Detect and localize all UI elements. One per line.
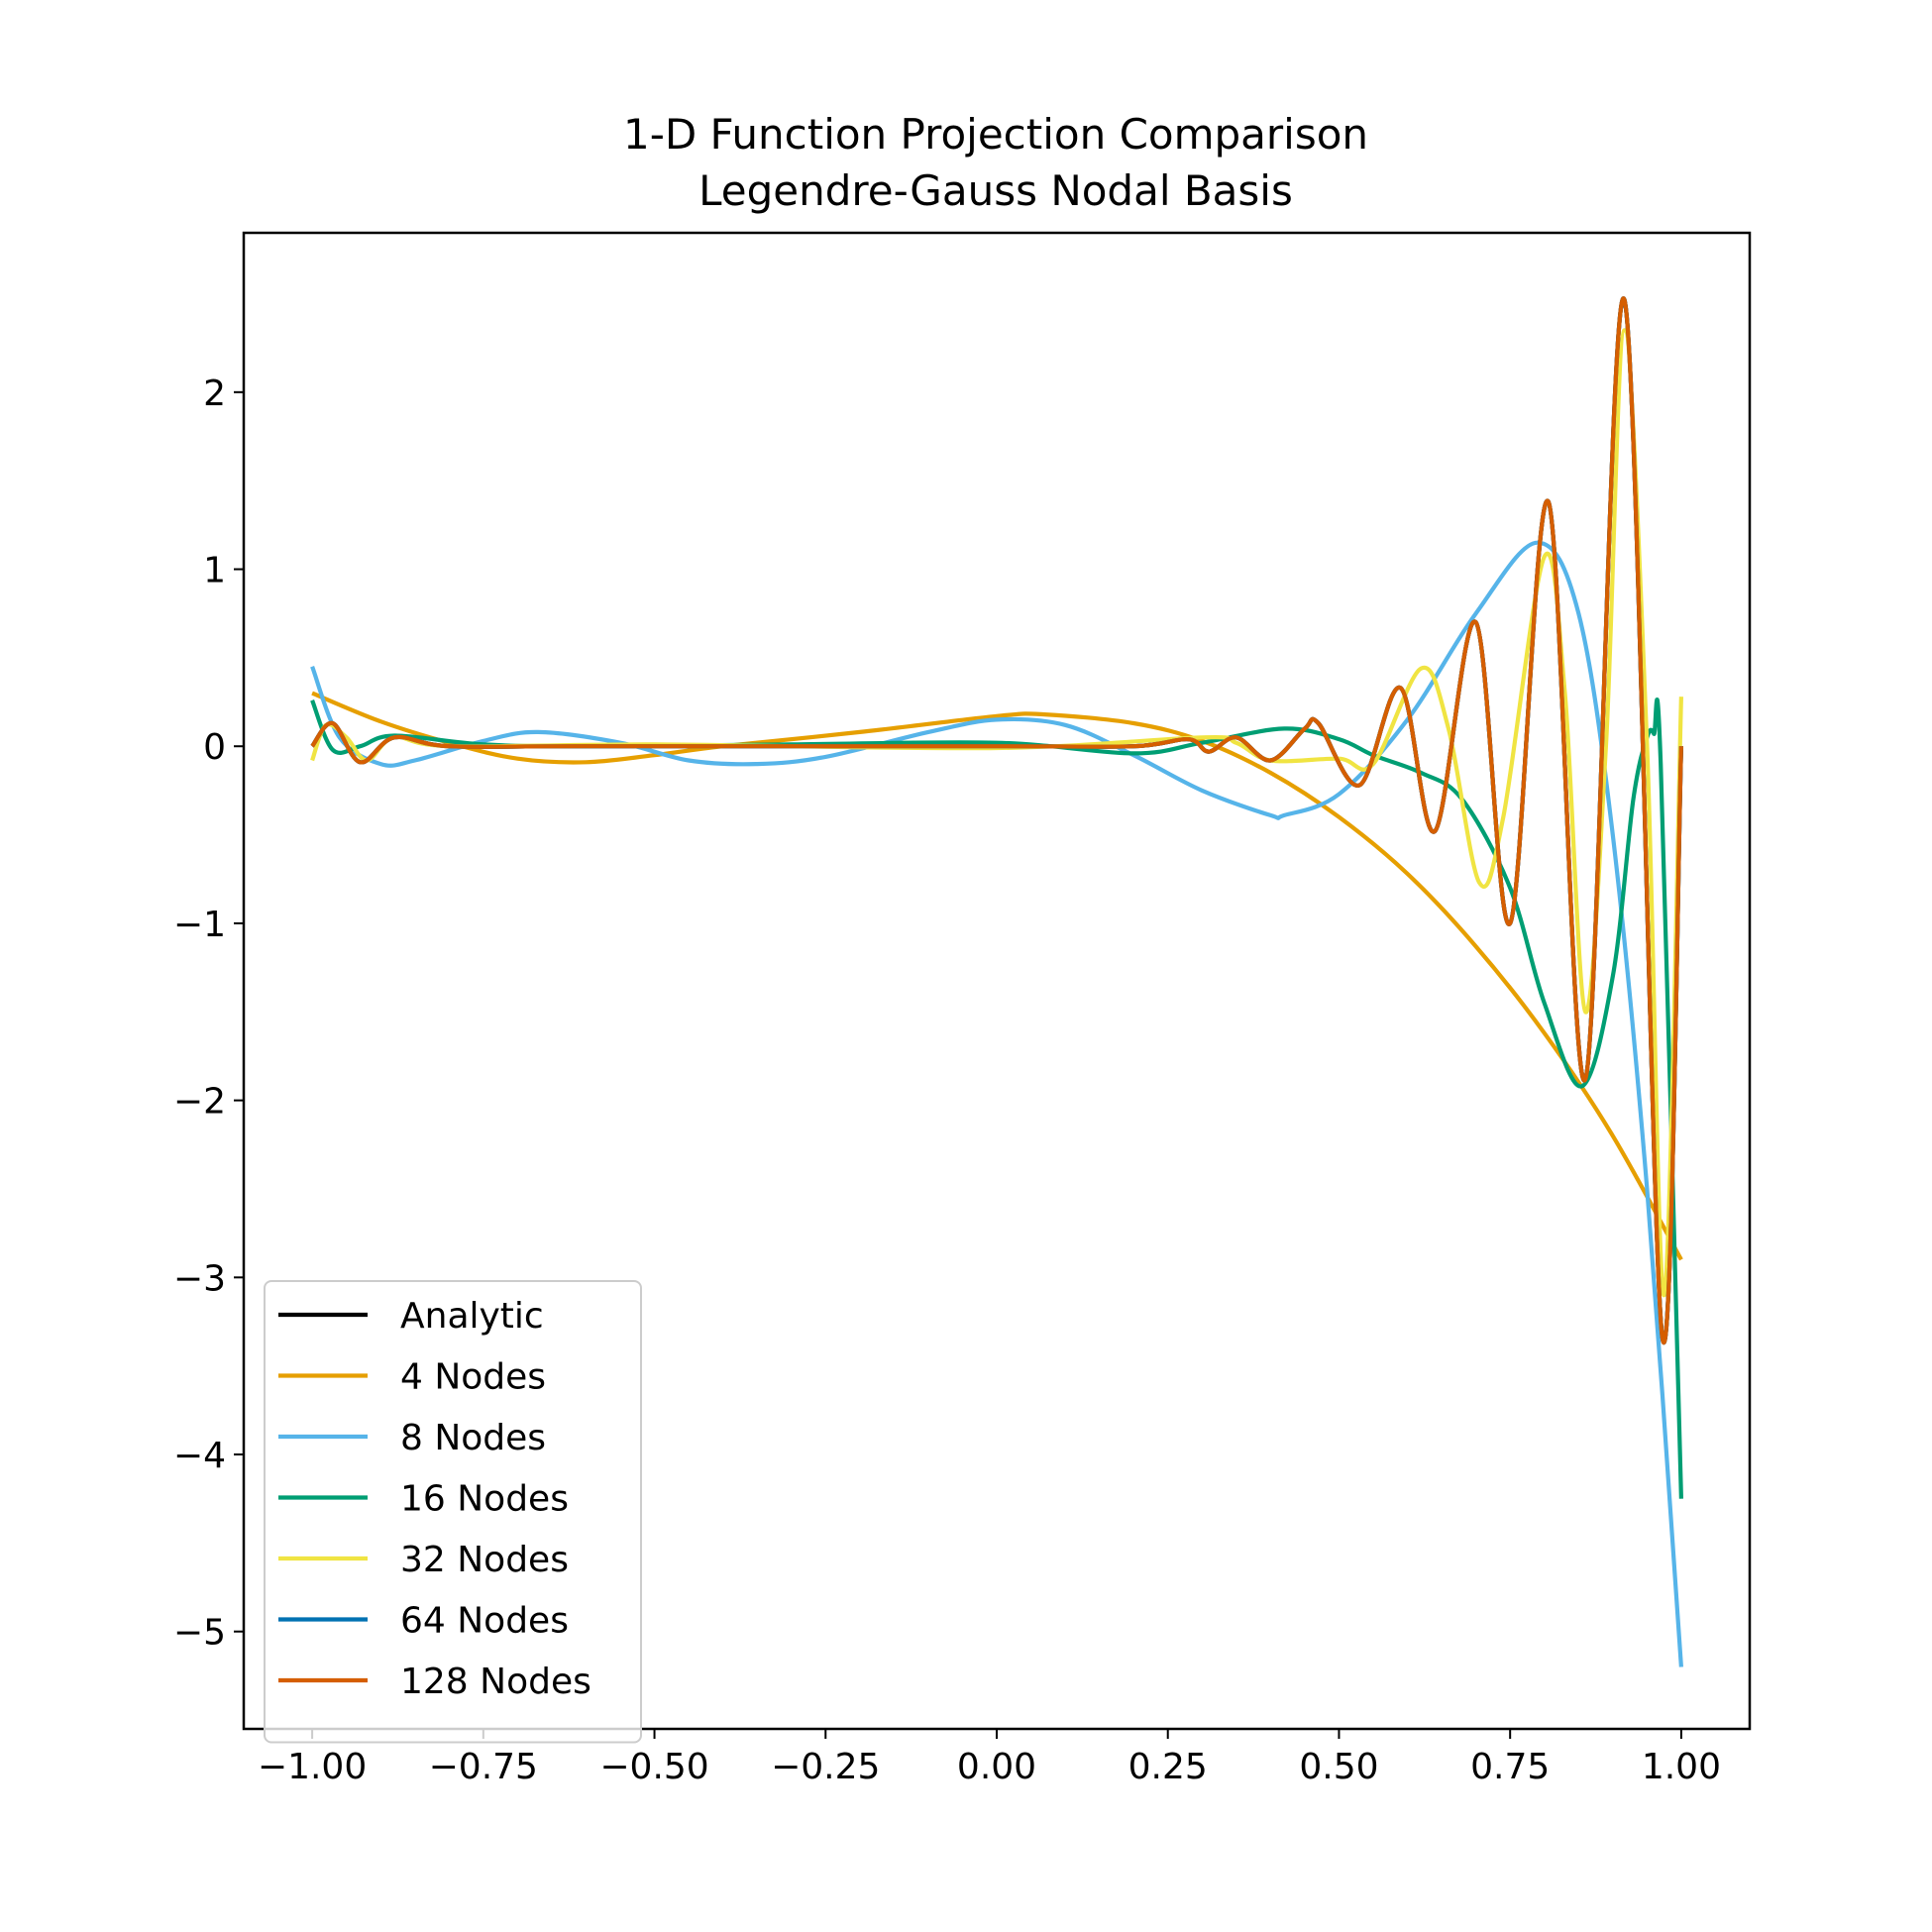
legend-label: 32 Nodes	[400, 1540, 569, 1580]
legend-label: 64 Nodes	[400, 1601, 569, 1642]
x-tick-label: −1.00	[258, 1747, 367, 1787]
x-tick-label: −0.50	[599, 1747, 708, 1787]
plot-series	[310, 296, 1683, 1667]
x-tick-label: 0.00	[957, 1747, 1036, 1787]
legend-label: 16 Nodes	[400, 1479, 569, 1520]
x-tick-label: 0.25	[1128, 1747, 1208, 1787]
y-tick-label: 1	[203, 551, 226, 591]
y-tick-label: −5	[173, 1613, 226, 1654]
series-line-4-nodes	[311, 691, 1683, 1261]
x-tick-label: 1.00	[1642, 1747, 1721, 1787]
axis-ticks: −1.00 −0.75 −0.50 −0.25 0.00 0.25 0.50 0.75 1.00…	[173, 374, 1721, 1787]
y-tick-label: −4	[173, 1436, 226, 1476]
plot-frame	[242, 231, 1752, 1731]
y-tick-label: 2	[203, 374, 226, 414]
chart-subtitle: Legendre-Gauss Nodal Basis	[698, 166, 1293, 215]
legend-label: 4 Nodes	[400, 1357, 546, 1398]
x-tick-label: 0.75	[1470, 1747, 1550, 1787]
legend-label: 128 Nodes	[400, 1662, 591, 1702]
y-tick-label: −3	[173, 1258, 226, 1299]
x-tick-label: −0.75	[429, 1747, 538, 1787]
y-tick-label: −2	[173, 1082, 226, 1123]
x-tick-label: 0.50	[1299, 1747, 1378, 1787]
legend: Analytic 4 Nodes 8 Nodes 16 Nodes 32 Nodes 64…	[264, 1280, 642, 1744]
series-line-128-nodes	[310, 296, 1683, 1344]
legend-box	[264, 1280, 642, 1744]
y-tick-label: 0	[203, 727, 226, 768]
chart-title: 1-D Function Projection Comparison	[623, 110, 1368, 159]
y-tick-label: −1	[173, 905, 226, 945]
legend-label: Analytic	[400, 1296, 544, 1337]
legend-label: 8 Nodes	[400, 1418, 546, 1458]
x-tick-label: −0.25	[771, 1747, 880, 1787]
